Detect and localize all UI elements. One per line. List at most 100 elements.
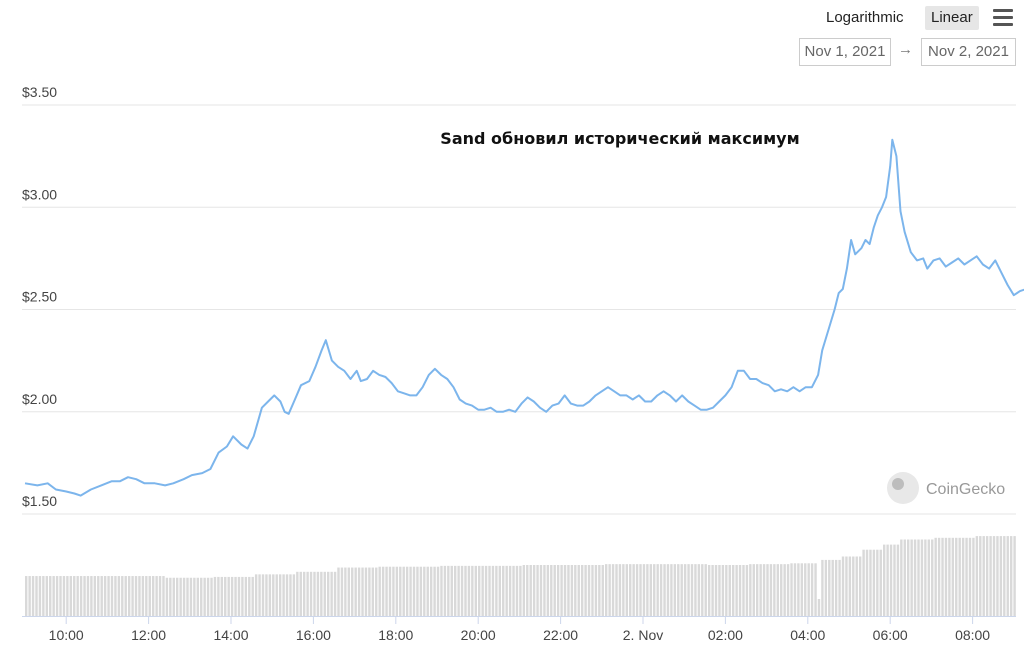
y-tick-label: $3.00 — [22, 186, 57, 202]
volume-bar — [608, 564, 611, 616]
volume-bar — [567, 565, 570, 616]
volume-bar — [831, 559, 834, 616]
volume-bar — [138, 576, 141, 616]
volume-bar — [69, 576, 73, 616]
volume-bar — [83, 576, 86, 616]
volume-bar — [876, 549, 879, 616]
volume-bar — [666, 564, 670, 616]
volume-bar — [327, 571, 330, 616]
volume-bar — [532, 565, 536, 616]
volume-bar — [886, 544, 889, 616]
volume-bar — [790, 563, 793, 616]
volume-bar — [210, 577, 213, 616]
logarithmic-scale-button[interactable]: Logarithmic — [826, 9, 904, 26]
volume-bar — [131, 576, 134, 616]
volume-bar — [124, 576, 127, 616]
volume-bar — [107, 576, 110, 616]
volume-bar — [893, 544, 896, 616]
volume-bar — [821, 559, 824, 616]
volume-bar — [258, 574, 261, 616]
volume-bar — [711, 565, 714, 616]
volume-bar — [453, 565, 457, 616]
coingecko-logo-icon — [887, 472, 919, 504]
volume-bar — [419, 566, 423, 616]
grid-layer — [22, 104, 1016, 515]
volume-bar — [653, 564, 656, 616]
volume-bar — [49, 576, 52, 616]
volume-bar — [378, 566, 381, 616]
volume-bar — [704, 564, 707, 616]
volume-bar — [639, 564, 642, 616]
volume-bar — [320, 571, 323, 616]
volume-bar — [556, 565, 560, 616]
watermark: CoinGecko — [887, 472, 1005, 504]
volume-bar — [25, 576, 28, 616]
volume-bar — [66, 576, 69, 616]
volume-bar — [59, 576, 62, 616]
y-tick-label: $2.50 — [22, 289, 57, 305]
volume-bar — [546, 565, 550, 616]
volume-bar — [388, 566, 392, 616]
x-tick-label: 12:00 — [131, 627, 166, 643]
volume-bar — [495, 565, 498, 616]
volume-bar — [656, 564, 659, 616]
volume-bar — [282, 574, 285, 616]
volume-bar — [265, 574, 268, 616]
volume-bar — [924, 539, 927, 616]
volume-bar — [474, 565, 477, 616]
volume-bar — [972, 537, 975, 616]
volume-bar — [749, 564, 752, 616]
volume-bar — [776, 564, 779, 616]
volume-bar — [151, 576, 155, 616]
volume-bar — [913, 539, 917, 616]
volume-bar — [385, 566, 388, 616]
volume-bar — [316, 571, 320, 616]
volume-bar — [814, 563, 817, 616]
volume-bar — [900, 539, 903, 616]
volume-bar — [368, 567, 371, 616]
volume-bar — [834, 559, 838, 616]
volume-bar — [697, 564, 701, 616]
volume-bar — [920, 539, 924, 616]
volume-bar — [958, 537, 961, 616]
volume-bar — [786, 564, 790, 616]
volume-bar — [560, 565, 563, 616]
volume-bar — [155, 576, 158, 616]
volume-bar — [186, 577, 189, 616]
volume-bar — [903, 539, 906, 616]
volume-bar — [224, 576, 227, 616]
volume-bar — [275, 574, 278, 616]
volume-bar — [721, 565, 725, 616]
volume-bar — [340, 567, 344, 616]
volume-bar — [38, 576, 42, 616]
volume-bar — [114, 576, 117, 616]
volume-bar — [896, 544, 900, 616]
volume-bar — [289, 574, 292, 616]
volume-bar — [927, 539, 931, 616]
volume-bar — [780, 564, 783, 616]
volume-bar — [944, 537, 948, 616]
volume-bar — [817, 599, 821, 616]
volume-bar — [193, 577, 196, 616]
volume-bar — [440, 565, 443, 616]
date-from-input[interactable]: Nov 1, 2021 — [799, 38, 891, 66]
volume-bar — [206, 577, 210, 616]
linear-scale-button[interactable]: Linear — [925, 6, 979, 30]
volume-bar — [673, 564, 677, 616]
chart-menu-icon[interactable] — [990, 6, 1016, 30]
volume-bar — [917, 539, 920, 616]
volume-bar — [481, 565, 484, 616]
volume-bar — [79, 576, 83, 616]
date-range-arrow-icon: → — [898, 41, 913, 58]
y-tick-label: $1.50 — [22, 493, 57, 509]
volume-bar — [354, 567, 357, 616]
volume-bar — [100, 576, 103, 616]
x-tick-label: 08:00 — [955, 627, 990, 643]
volume-bar — [337, 567, 340, 616]
volume-bar — [412, 566, 416, 616]
date-to-input[interactable]: Nov 2, 2021 — [921, 38, 1016, 66]
chart-annotation: Sand обновил исторический максимум — [440, 129, 799, 148]
volume-bar — [306, 571, 309, 616]
volume-bar — [433, 566, 436, 616]
volume-bar — [646, 564, 649, 616]
